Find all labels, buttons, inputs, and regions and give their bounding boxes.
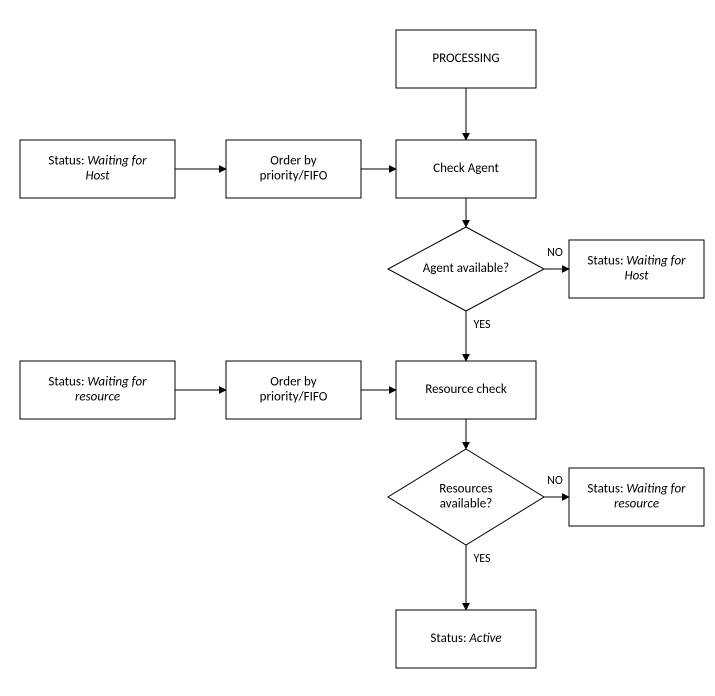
edge-label-res_avail-wait_res_right: NO [547, 474, 563, 488]
node-label-active: Status: Active [430, 631, 501, 646]
node-label-check_agent: Check Agent [433, 161, 499, 176]
node-label-resource_check: Resource check [425, 382, 507, 397]
node-label-agent_avail: Agent available? [423, 261, 509, 276]
edge-label-agent_avail-resource_check: YES [473, 318, 491, 332]
node-label-processing: PROCESSING [432, 51, 499, 66]
edge-label-res_avail-active: YES [473, 552, 491, 566]
edge-label-agent_avail-wait_host_right: NO [547, 246, 563, 260]
node-label-res_avail: Resourcesavailable? [439, 482, 492, 512]
